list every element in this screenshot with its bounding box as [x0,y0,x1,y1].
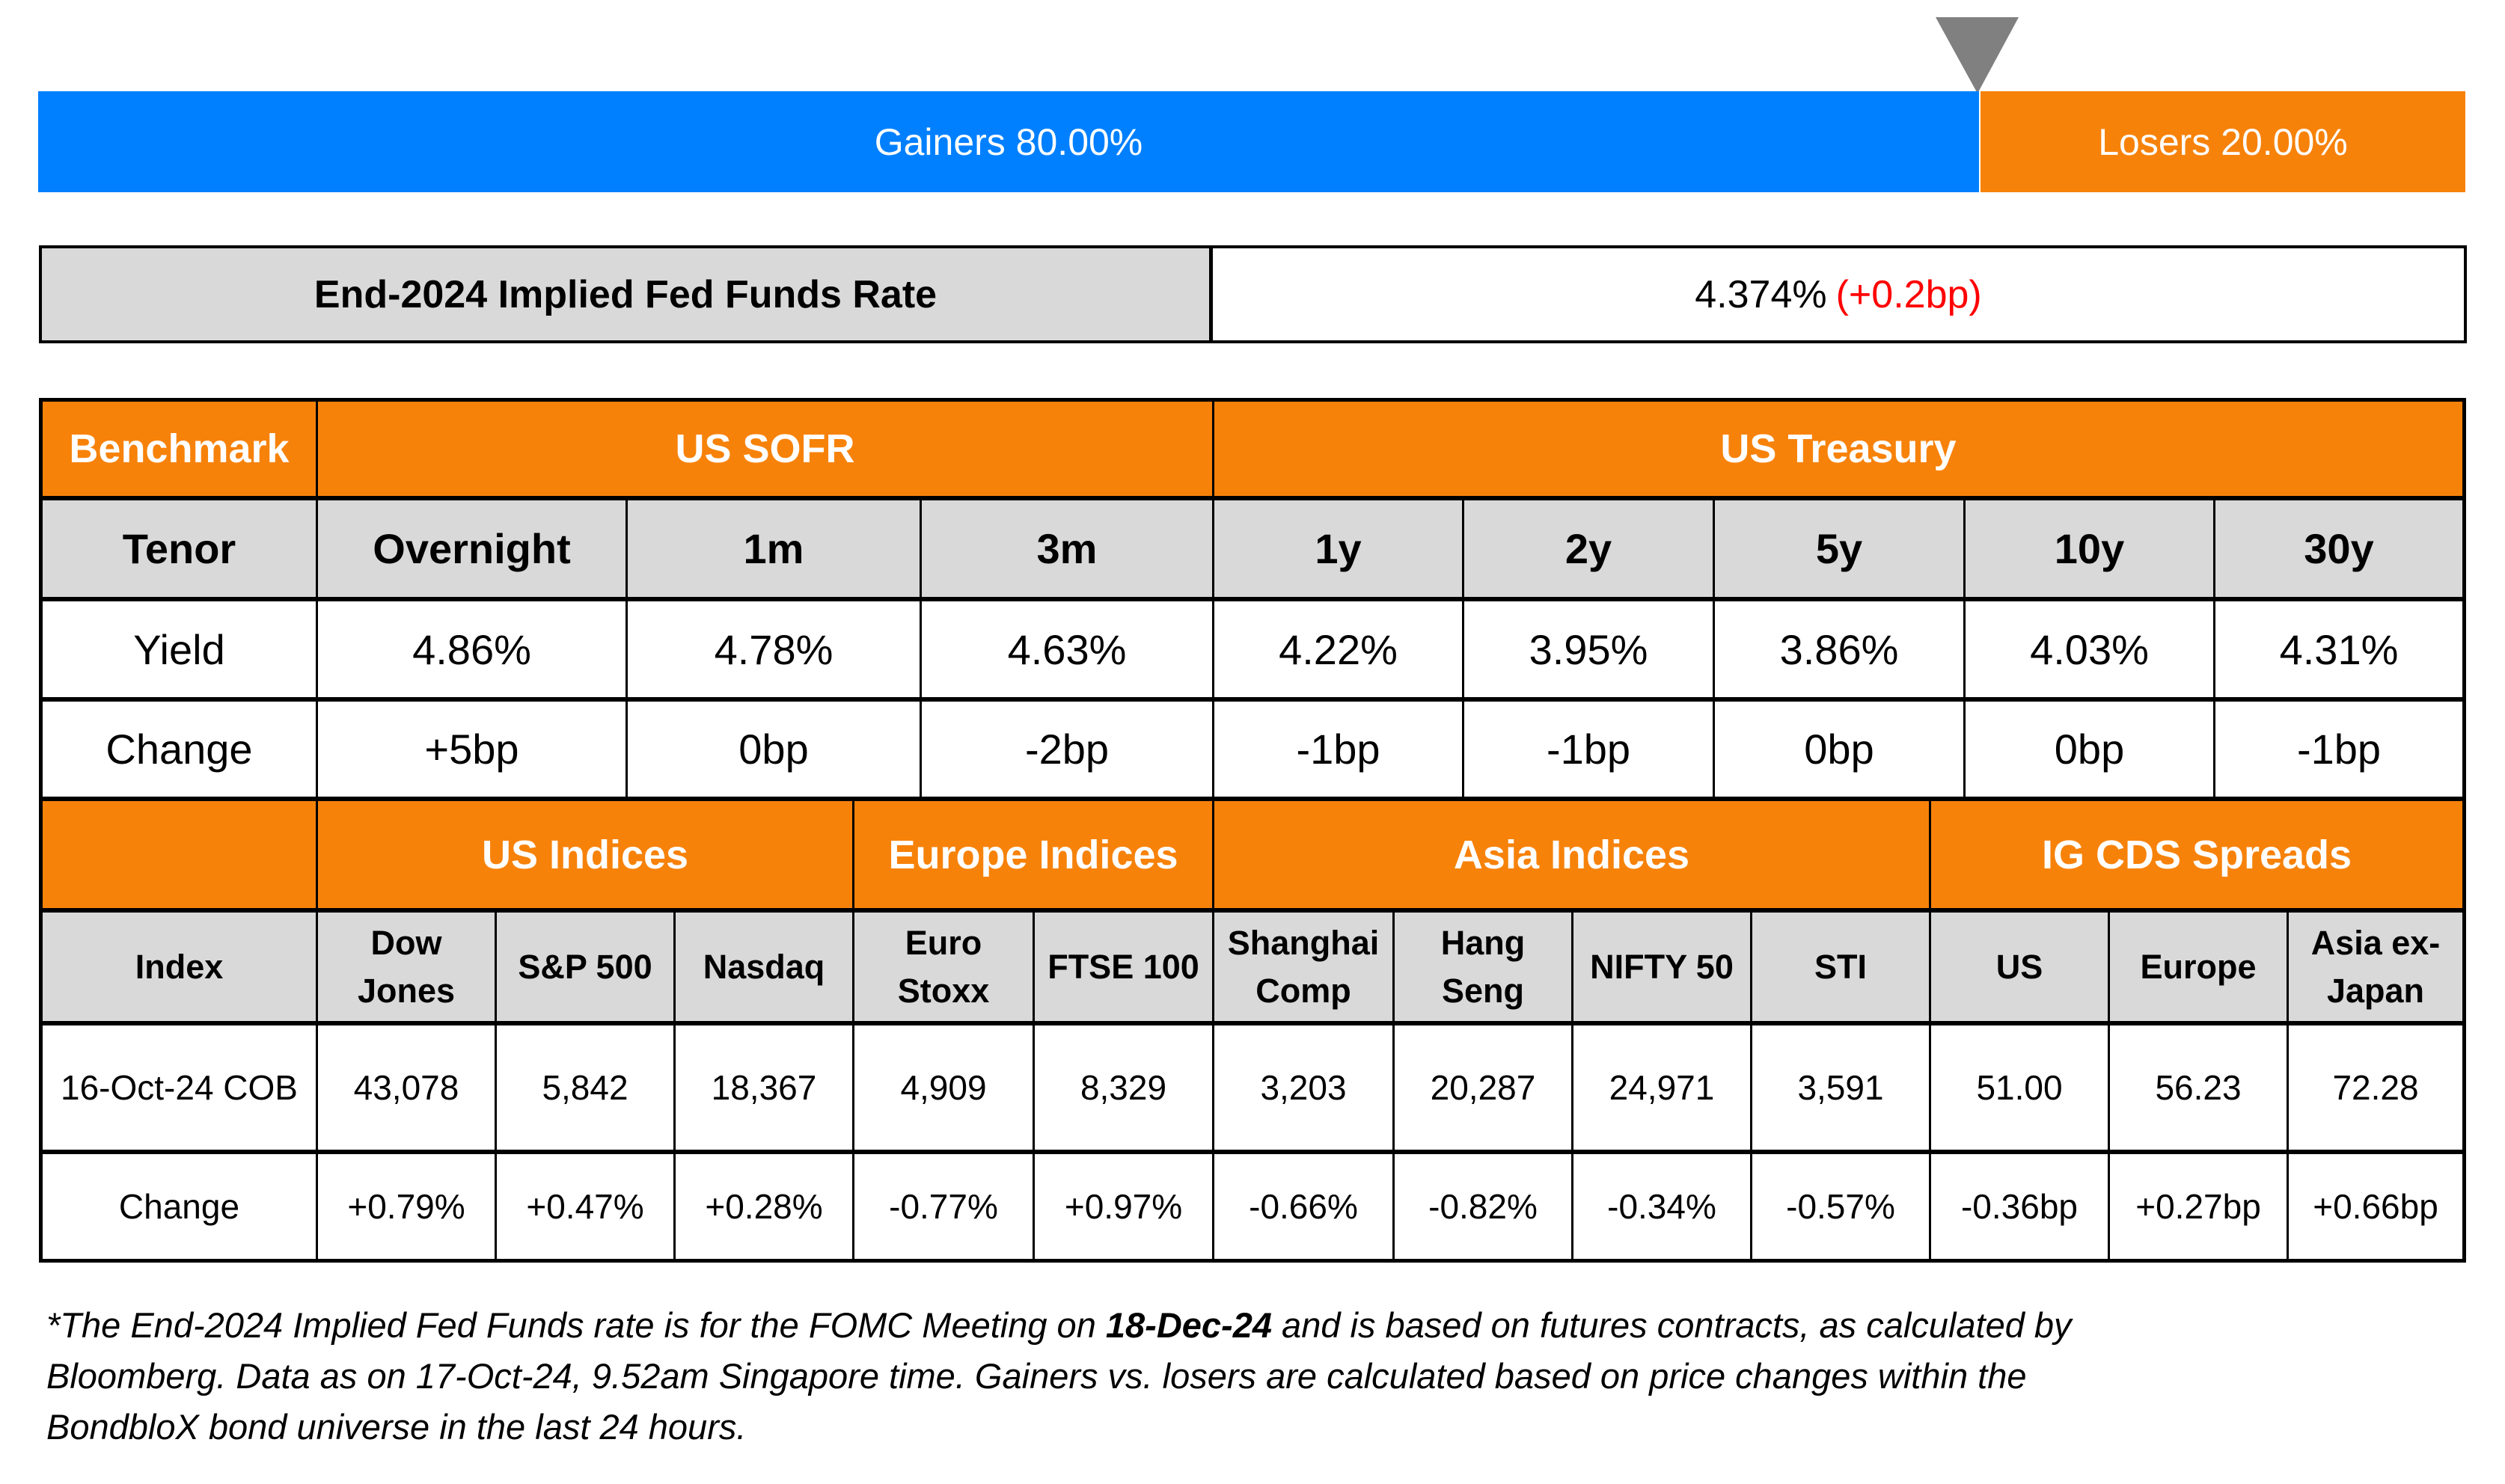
index-name-header: Shanghai Comp [1214,913,1392,1021]
index-name-header: S&P 500 [497,913,673,1021]
benchmark-header: Benchmark [43,402,316,496]
index-value: 51.00 [1931,1025,2108,1150]
index-name-header: Asia ex- Japan [2289,913,2462,1021]
index-value: 43,078 [318,1025,495,1150]
yield-change: +5bp [318,702,626,797]
index-change-label: Change [43,1154,316,1259]
yield-label: Yield [43,601,316,697]
index-name-header: Nasdaq [676,913,852,1021]
index-corner-header [43,801,316,908]
rates-group-header: US SOFR [318,402,1212,496]
tenor-header: Overnight [318,500,626,597]
index-change: +0.97% [1035,1154,1212,1259]
index-change: -0.34% [1573,1154,1750,1259]
index-name-header: Euro Stoxx [854,913,1033,1021]
yield-change: -1bp [1464,702,1713,797]
gainers-label: Gainers 80.00% [874,120,1143,163]
index-group-header: US Indices [318,801,852,908]
index-change: +0.79% [318,1154,495,1259]
index-change: +0.47% [497,1154,673,1259]
tenor-header: 2y [1464,500,1713,597]
footnote-meeting-date: 18-Dec-24 [1105,1305,1272,1345]
index-change: +0.66bp [2289,1154,2462,1259]
footnote-text: *The End-2024 Implied Fed Funds rate is … [46,1305,1106,1345]
fed-funds-value: 4.374% [1695,272,1827,316]
fed-funds-label: End-2024 Implied Fed Funds Rate [42,248,1213,340]
yield-value: 4.31% [2215,601,2462,697]
yield-value: 4.86% [318,601,626,697]
footnote-line-2: Bloomberg. Data as on 17-Oct-24, 9.52am … [46,1356,2027,1396]
yield-value: 4.63% [922,601,1212,697]
tenor-header: 5y [1715,500,1963,597]
index-change: -0.36bp [1931,1154,2108,1259]
index-change: +0.27bp [2110,1154,2287,1259]
index-group-header: Europe Indices [854,801,1212,908]
tenor-header: 1y [1214,500,1462,597]
footnote-line-1: *The End-2024 Implied Fed Funds rate is … [46,1300,2471,1351]
fed-funds-box: End-2024 Implied Fed Funds Rate 4.374% (… [39,245,2467,343]
index-name-header: Dow Jones [318,913,495,1021]
yield-change: -1bp [2215,702,2462,797]
index-name-header: Hang Seng [1395,913,1571,1021]
index-label: Index [43,913,316,1021]
fed-funds-value-cell: 4.374% (+0.2bp) [1213,248,2464,340]
index-value: 8,329 [1035,1025,1212,1150]
index-name-header: Europe [2110,913,2287,1021]
index-value: 72.28 [2289,1025,2462,1150]
yield-change: 0bp [1715,702,1963,797]
index-value: 20,287 [1395,1025,1571,1150]
losers-bar: Losers 20.00% [1981,91,2465,192]
index-name-header: FTSE 100 [1035,913,1212,1021]
yield-change: 0bp [628,702,920,797]
tenor-header: 1m [628,500,920,597]
fed-funds-change: (+0.2bp) [1835,272,1982,316]
index-value: 3,203 [1214,1025,1392,1150]
yield-value: 4.03% [1966,601,2213,697]
tenor-label: Tenor [43,500,316,597]
index-change: +0.28% [676,1154,852,1259]
footnote-line-3: BondbloX bond universe in the last 24 ho… [46,1407,747,1447]
market-table: Benchmark US SOFR US Treasury Tenor Overnigh… [39,398,2466,1263]
yield-value: 4.78% [628,601,920,697]
breadth-marker-triangle-down-icon [1936,17,2019,93]
index-value: 4,909 [854,1025,1033,1150]
rates-group-header: US Treasury [1214,402,2462,496]
index-date-label: 16-Oct-24 COB [43,1025,316,1150]
footnote-text: and is based on futures contracts, as ca… [1272,1305,2072,1345]
yield-change: -1bp [1214,702,1462,797]
yield-value: 3.86% [1715,601,1963,697]
index-value: 5,842 [497,1025,673,1150]
gainers-bar: Gainers 80.00% [38,91,1979,192]
index-value: 18,367 [676,1025,852,1150]
yield-value: 4.22% [1214,601,1462,697]
yield-change: 0bp [1966,702,2213,797]
index-name-header: STI [1752,913,1929,1021]
index-change: -0.77% [854,1154,1033,1259]
index-change: -0.57% [1752,1154,1929,1259]
index-name-header: US [1931,913,2108,1021]
tenor-header: 10y [1966,500,2213,597]
yield-value: 3.95% [1464,601,1713,697]
rate-change-label: Change [43,702,316,797]
index-name-header: NIFTY 50 [1573,913,1750,1021]
index-value: 24,971 [1573,1025,1750,1150]
tenor-header: 3m [922,500,1212,597]
yield-change: -2bp [922,702,1212,797]
tenor-header: 30y [2215,500,2462,597]
index-value: 3,591 [1752,1025,1929,1150]
index-change: -0.66% [1214,1154,1392,1259]
index-group-header: Asia Indices [1214,801,1929,908]
index-group-header: IG CDS Spreads [1931,801,2462,908]
footnote: *The End-2024 Implied Fed Funds rate is … [46,1300,2471,1453]
losers-label: Losers 20.00% [2098,120,2348,163]
index-value: 56.23 [2110,1025,2287,1150]
index-change: -0.82% [1395,1154,1571,1259]
